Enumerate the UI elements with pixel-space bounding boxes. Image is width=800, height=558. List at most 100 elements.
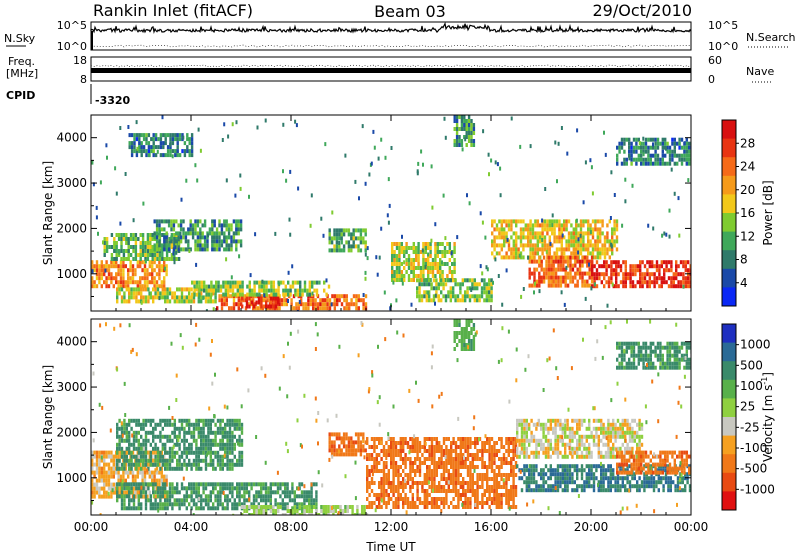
power-cell	[468, 139, 470, 143]
vel-cell	[226, 435, 228, 439]
power-cell	[174, 133, 176, 137]
power-cell	[678, 142, 680, 146]
vel-cell	[207, 502, 209, 506]
power-cell	[562, 264, 564, 268]
power-cell	[676, 142, 678, 146]
power-cell	[616, 227, 618, 231]
power-cell	[116, 295, 118, 299]
vel-cell	[500, 445, 502, 449]
vel-cell	[118, 427, 120, 431]
power-scatter-cell	[550, 242, 552, 246]
power-cell	[333, 236, 335, 240]
power-cell	[355, 298, 357, 302]
vel-cell	[416, 457, 418, 461]
power-cell	[162, 141, 164, 145]
vel-cell	[113, 455, 115, 459]
power-cell	[658, 276, 660, 280]
power-scatter-cell	[384, 291, 386, 295]
power-cell	[240, 219, 242, 223]
power-cell	[309, 289, 311, 293]
vel-cell	[219, 486, 221, 490]
power-cell	[365, 228, 367, 232]
power-cell	[297, 289, 299, 293]
power-cell	[260, 305, 262, 309]
vel-cell	[310, 494, 312, 498]
power-cell	[550, 260, 552, 264]
vel-cell	[243, 498, 245, 502]
vel-cell	[436, 461, 438, 465]
vel-cell	[236, 506, 238, 510]
power-cell	[471, 282, 473, 286]
power-cell	[223, 302, 225, 306]
vel-cell	[93, 487, 95, 491]
power-cell	[120, 276, 122, 280]
power-cell	[183, 287, 185, 291]
power-cell	[137, 264, 139, 268]
vel-cell	[98, 471, 100, 475]
power-cell	[416, 294, 418, 298]
power-cell	[493, 243, 495, 247]
power-cell	[358, 294, 360, 298]
power-cell	[620, 280, 622, 284]
power-cell	[522, 243, 524, 247]
vel-cell	[140, 506, 142, 510]
vel-cell	[93, 451, 95, 455]
power-cell	[622, 280, 624, 284]
power-cell	[560, 280, 562, 284]
power-cell	[445, 282, 447, 286]
vel-cell	[431, 473, 433, 477]
vel-cell	[464, 441, 466, 445]
vel-cell	[450, 489, 452, 493]
power-cell	[647, 154, 649, 158]
power-cell	[545, 276, 547, 280]
power-cell	[108, 276, 110, 280]
power-cell	[466, 123, 468, 127]
vel-cell	[262, 482, 264, 486]
power-cell	[563, 227, 565, 231]
vel-cell	[416, 489, 418, 493]
vel-cell	[416, 437, 418, 441]
vel-cell	[385, 461, 387, 465]
vel-cell	[121, 494, 123, 498]
power-cell	[642, 146, 644, 150]
vel-cell	[195, 463, 197, 467]
vel-cell	[345, 436, 347, 440]
power-cell	[362, 228, 364, 232]
power-scatter-cell	[142, 202, 144, 206]
vel-cell	[93, 491, 95, 495]
power-cell	[513, 247, 515, 251]
vel-cell	[310, 498, 312, 502]
vel-cell	[331, 432, 333, 436]
power-scatter-cell	[299, 300, 301, 304]
power-scatter-cell	[380, 138, 382, 142]
power-cell	[546, 227, 548, 231]
power-cell	[113, 245, 115, 249]
vel-cell	[241, 494, 243, 498]
power-cell	[161, 264, 163, 268]
power-cell	[488, 286, 490, 290]
power-cell	[143, 137, 145, 141]
vel-cell	[183, 435, 185, 439]
vel-cell	[193, 486, 195, 490]
vel-cell	[162, 490, 164, 494]
power-cell	[541, 223, 543, 227]
power-cell	[141, 268, 143, 272]
power-cell	[549, 227, 551, 231]
power-cell	[141, 133, 143, 137]
vel-cell	[123, 467, 125, 471]
power-scatter-cell	[499, 167, 501, 171]
power-cell	[555, 256, 557, 260]
power-cell	[599, 227, 601, 231]
vel-cell	[214, 423, 216, 427]
power-cell	[270, 301, 272, 305]
vel-cell	[105, 475, 107, 479]
vel-cell	[467, 469, 469, 473]
power-cell	[593, 276, 595, 280]
power-cell	[418, 290, 420, 294]
vel-cell	[224, 486, 226, 490]
power-cell	[226, 227, 228, 231]
vel-cell	[241, 482, 243, 486]
power-cell	[449, 270, 451, 274]
vel-cell	[118, 494, 120, 498]
power-cell	[166, 291, 168, 295]
